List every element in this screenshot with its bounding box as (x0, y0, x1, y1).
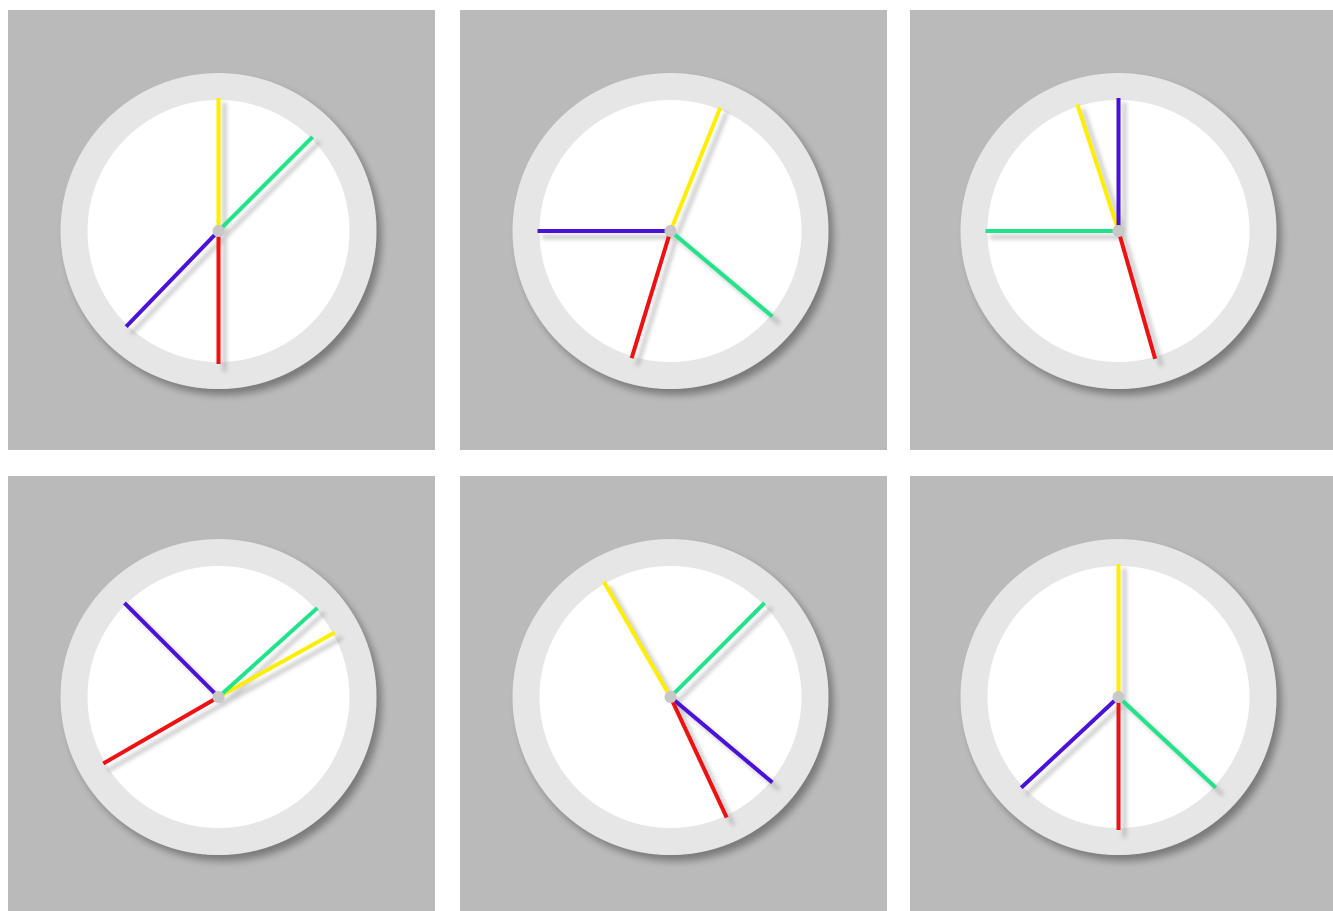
clock-panel (460, 476, 887, 911)
blue-hand-shadow (1025, 701, 1127, 796)
red-hand-shadow (674, 701, 735, 826)
red-hand (1116, 230, 1158, 360)
hand-shadows (989, 102, 1164, 367)
yellow-hand-shadow (674, 111, 729, 239)
blue-hand (123, 601, 220, 699)
yellow-hand (668, 106, 723, 232)
green-hand (669, 601, 766, 699)
clock-panel (910, 476, 1333, 911)
hand-shadows (130, 102, 321, 372)
blue-hand (1019, 695, 1120, 790)
yellow-hand (1075, 103, 1121, 232)
red-hand (668, 696, 729, 819)
red-hand-shadow (107, 701, 227, 772)
yellow-hand-shadow (608, 585, 679, 705)
clock-panel (8, 10, 435, 450)
clock-hub (664, 691, 677, 703)
green-hand (217, 606, 319, 699)
clock-hub (1112, 225, 1125, 237)
clock-hub (1112, 691, 1125, 703)
clock-hub (664, 225, 677, 237)
green-hand-shadow (222, 140, 321, 239)
green-hand (669, 229, 774, 319)
blue-hand-shadow (130, 235, 227, 335)
clock-panel (8, 476, 435, 911)
clock-panel (910, 10, 1333, 450)
clock-panel (460, 10, 887, 450)
green-hand-shadow (222, 612, 326, 705)
green-hand (217, 135, 314, 233)
blue-hand (669, 695, 774, 785)
yellow-hand (217, 630, 336, 699)
green-hand (1117, 695, 1218, 790)
green-hand-shadow (674, 606, 773, 705)
clock-hub (212, 225, 225, 237)
clock-hub (212, 691, 225, 703)
red-hand (629, 230, 673, 359)
red-hand-shadow (635, 235, 679, 367)
yellow-hand-shadow (222, 636, 343, 705)
yellow-hand (602, 580, 673, 698)
red-hand-shadow (1122, 235, 1164, 367)
red-hand (102, 695, 220, 766)
panels-layer (8, 10, 1333, 911)
blue-hand (124, 229, 220, 329)
